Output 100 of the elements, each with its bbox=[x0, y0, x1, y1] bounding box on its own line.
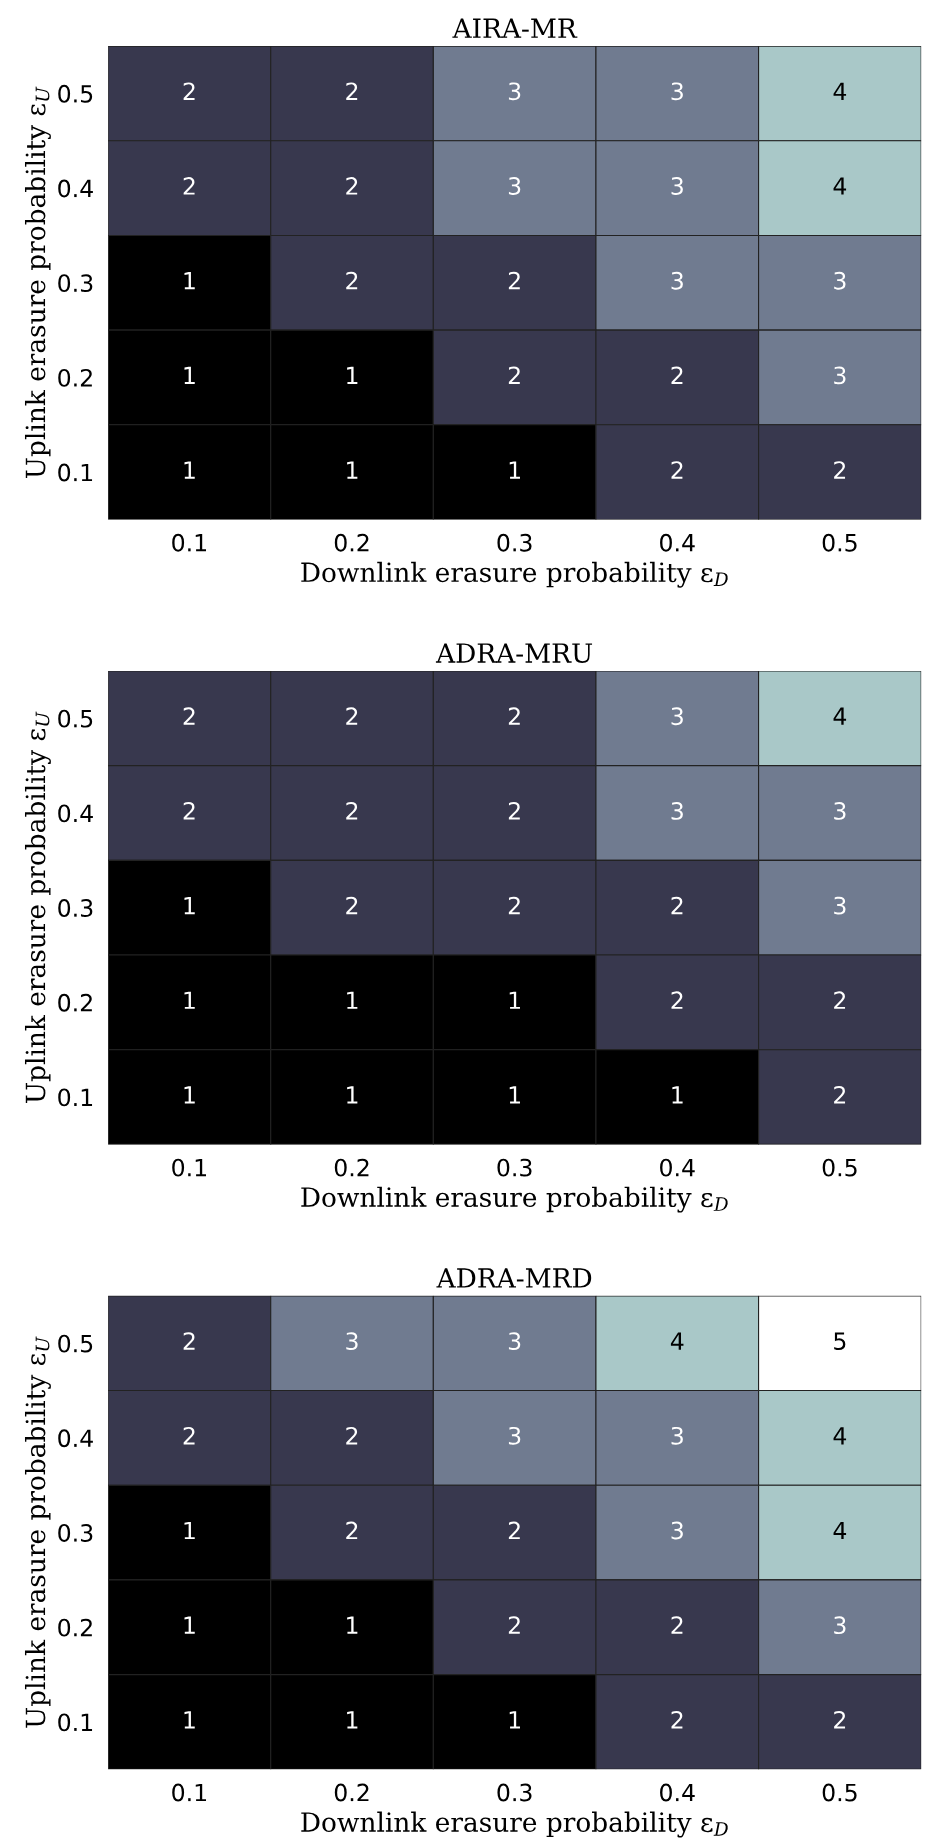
data-label: 2 bbox=[346, 801, 358, 820]
data-label: 1 bbox=[509, 1711, 520, 1729]
x-tick-label: 0.2 bbox=[334, 1158, 369, 1177]
data-label: 1 bbox=[347, 1711, 358, 1729]
data-label: 3 bbox=[508, 1426, 521, 1445]
x-tick-label: 0.5 bbox=[822, 533, 857, 552]
data-label: 2 bbox=[671, 1710, 683, 1729]
data-label: 3 bbox=[508, 1332, 521, 1351]
data-label: 2 bbox=[508, 896, 520, 915]
data-label: 2 bbox=[671, 1616, 683, 1634]
y-tick-label: 0.4 bbox=[58, 179, 93, 198]
data-label: 2 bbox=[183, 707, 195, 725]
data-label: 4 bbox=[833, 1427, 847, 1445]
data-label: 1 bbox=[347, 991, 358, 1009]
data-label: 3 bbox=[346, 1332, 358, 1351]
y-tick-label: 0.5 bbox=[58, 84, 93, 103]
y-tick-label: 0.3 bbox=[58, 899, 93, 917]
data-label: 1 bbox=[184, 1616, 195, 1634]
data-label: 2 bbox=[183, 82, 195, 100]
x-tick-label: 0.3 bbox=[497, 1783, 532, 1802]
data-label: 2 bbox=[508, 1616, 520, 1634]
x-tick-label: 0.1 bbox=[172, 1158, 207, 1177]
chart-title: AIRA-MR bbox=[452, 18, 578, 38]
data-label: 1 bbox=[184, 461, 195, 479]
y-tick-label: 0.5 bbox=[58, 709, 93, 728]
y-axis-title: Uplink erasure probability ε$_{U}$ bbox=[24, 1336, 51, 1728]
x-tick-label: 0.2 bbox=[334, 1783, 369, 1802]
x-tick-label: 0.1 bbox=[172, 1783, 207, 1802]
data-label: 2 bbox=[183, 1426, 195, 1445]
y-tick-label: 0.5 bbox=[58, 1334, 93, 1353]
data-label: 1 bbox=[509, 461, 520, 479]
data-label: 1 bbox=[347, 461, 358, 479]
data-label: 2 bbox=[508, 366, 520, 384]
data-label: 4 bbox=[833, 1521, 847, 1540]
x-tick-label: 0.5 bbox=[822, 1158, 857, 1177]
x-tick-label: 0.4 bbox=[660, 1158, 695, 1177]
data-label: 3 bbox=[671, 177, 683, 195]
data-label: 1 bbox=[184, 1521, 195, 1540]
data-label: 3 bbox=[834, 366, 846, 385]
data-label: 2 bbox=[671, 896, 683, 915]
data-label: 3 bbox=[671, 1521, 683, 1540]
data-label: 1 bbox=[509, 1086, 520, 1104]
data-label: 2 bbox=[834, 1710, 846, 1729]
y-tick-label: 0.3 bbox=[58, 274, 93, 293]
x-tick-label: 0.4 bbox=[660, 533, 695, 552]
data-label: 1 bbox=[347, 1086, 358, 1104]
data-label: 2 bbox=[508, 271, 520, 290]
data-label: 3 bbox=[508, 177, 521, 195]
data-label: 4 bbox=[833, 707, 847, 725]
data-label: 1 bbox=[347, 1616, 358, 1634]
x-axis-title: Downlink erasure probability ε$_{D}$ bbox=[301, 561, 728, 588]
x-tick-label: 0.5 bbox=[822, 1783, 857, 1802]
data-label: 3 bbox=[671, 82, 683, 101]
y-tick-label: 0.4 bbox=[58, 804, 93, 823]
data-label: 1 bbox=[509, 991, 520, 1009]
data-label: 3 bbox=[834, 1616, 846, 1635]
data-label: 2 bbox=[834, 1086, 846, 1104]
data-label: 3 bbox=[834, 896, 846, 915]
data-label: 2 bbox=[183, 801, 195, 820]
x-tick-label: 0.4 bbox=[660, 1783, 695, 1802]
data-label: 2 bbox=[346, 1426, 358, 1445]
y-axis-title: Uplink erasure probability ε$_{U}$ bbox=[24, 86, 51, 479]
data-label: 3 bbox=[508, 82, 521, 101]
x-tick-label: 0.3 bbox=[497, 1158, 532, 1177]
data-label: 2 bbox=[508, 801, 520, 820]
data-label: 2 bbox=[346, 271, 358, 290]
data-label: 2 bbox=[671, 991, 683, 1009]
y-tick-label: 0.2 bbox=[58, 368, 92, 387]
x-tick-label: 0.2 bbox=[334, 533, 369, 552]
data-label: 2 bbox=[508, 1521, 520, 1540]
data-label: 1 bbox=[672, 1086, 683, 1104]
x-tick-label: 0.1 bbox=[172, 533, 207, 552]
data-label: 2 bbox=[346, 177, 358, 195]
data-label: 3 bbox=[834, 801, 846, 820]
data-label: 3 bbox=[834, 271, 846, 290]
x-axis-title: Downlink erasure probability ε$_{D}$ bbox=[301, 1811, 728, 1838]
data-label: 1 bbox=[184, 272, 195, 290]
y-tick-label: 0.1 bbox=[58, 1088, 93, 1107]
data-label: 3 bbox=[671, 801, 683, 820]
y-tick-label: 0.4 bbox=[58, 1429, 93, 1448]
chart-title: ADRA-MRD bbox=[436, 1268, 592, 1288]
data-label: 1 bbox=[347, 366, 358, 384]
data-label: 2 bbox=[346, 1521, 358, 1540]
data-label: 2 bbox=[671, 366, 683, 384]
data-label: 1 bbox=[184, 1711, 195, 1729]
data-label: 2 bbox=[346, 707, 358, 725]
data-label: 1 bbox=[184, 991, 195, 1009]
data-label: 5 bbox=[834, 1332, 846, 1351]
data-label: 2 bbox=[346, 82, 358, 100]
data-label: 3 bbox=[671, 1426, 683, 1445]
x-axis-title: Downlink erasure probability ε$_{D}$ bbox=[301, 1186, 728, 1213]
y-tick-label: 0.2 bbox=[58, 993, 92, 1012]
data-label: 4 bbox=[833, 82, 847, 100]
data-label: 2 bbox=[183, 1332, 195, 1350]
data-label: 4 bbox=[670, 1332, 684, 1350]
y-axis-title: Uplink erasure probability ε$_{U}$ bbox=[24, 711, 51, 1103]
y-tick-label: 0.1 bbox=[58, 1713, 93, 1732]
data-label: 2 bbox=[183, 177, 195, 195]
chart-title: ADRA-MRU bbox=[435, 643, 593, 664]
data-label: 2 bbox=[834, 991, 846, 1009]
